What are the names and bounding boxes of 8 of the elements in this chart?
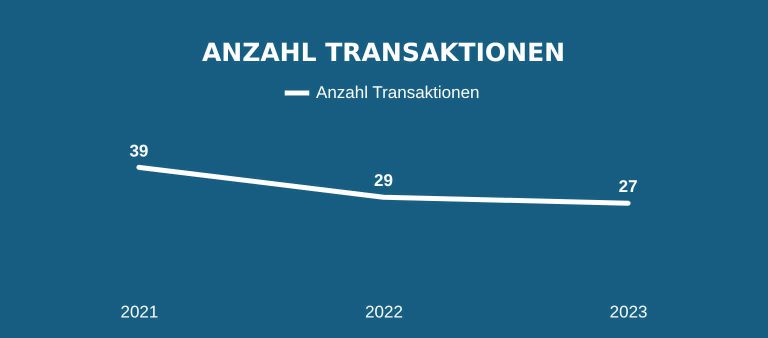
data-label: 29 — [374, 171, 393, 190]
x-tick-label: 2021 — [120, 302, 158, 322]
data-label: 39 — [129, 141, 148, 160]
x-tick-label: 2023 — [610, 302, 648, 322]
data-label: 27 — [618, 177, 638, 196]
x-tick-label: 2022 — [365, 302, 403, 322]
chart-title: ANZAHL TRANSAKTIONEN — [202, 38, 566, 67]
legend-label: Anzahl Transaktionen — [316, 83, 480, 102]
